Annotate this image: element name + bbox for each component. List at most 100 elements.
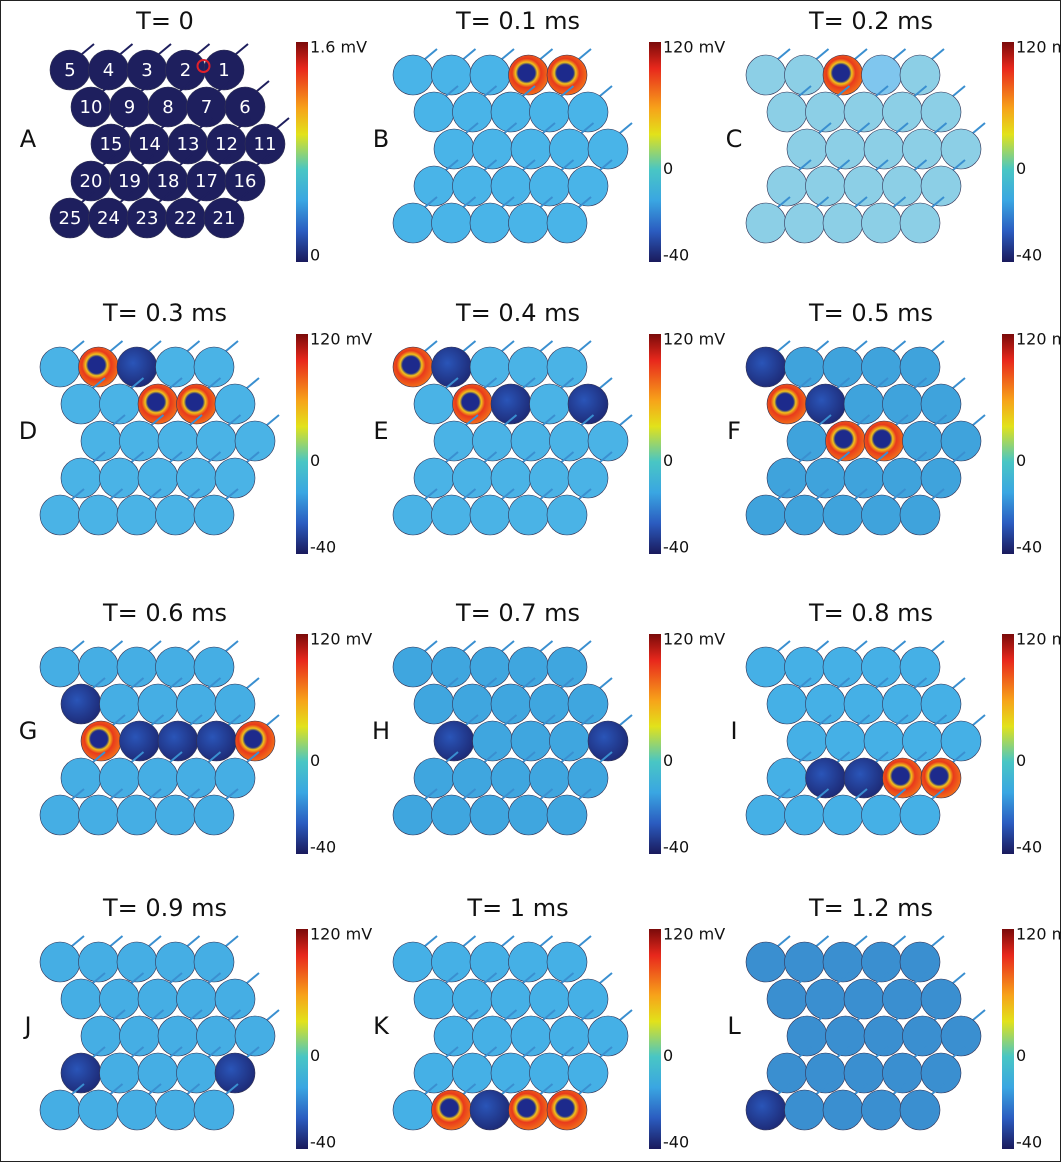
cell-connector <box>855 341 867 351</box>
colorbar <box>296 634 308 854</box>
cell <box>509 795 549 835</box>
cell-connector <box>149 641 161 651</box>
cell-number: 22 <box>174 208 197 229</box>
colorbar <box>1002 42 1014 262</box>
cell <box>921 979 961 1019</box>
colorbar <box>649 634 661 854</box>
cell <box>785 647 825 687</box>
cell-connector <box>226 936 238 946</box>
cell <box>547 795 587 835</box>
colorbar-mid-label: 0 <box>1016 159 1026 178</box>
panel-letter: D <box>19 417 37 445</box>
panel-title: T= 1 ms <box>466 894 568 922</box>
cell-connector <box>817 341 829 351</box>
cell-number: 11 <box>254 134 277 155</box>
cell-connector <box>198 44 210 54</box>
cell <box>194 347 234 387</box>
cell-number: 5 <box>64 60 75 81</box>
cell <box>470 795 510 835</box>
cell <box>900 347 940 387</box>
colorbar-bottom-label: -40 <box>663 538 689 557</box>
panel-letter: K <box>373 1012 390 1040</box>
cell <box>921 92 961 132</box>
colorbar-top-label: 120 mV <box>1016 925 1061 944</box>
cell <box>823 1090 863 1130</box>
cell <box>900 1090 940 1130</box>
cell <box>40 495 80 535</box>
cell-connector <box>817 641 829 651</box>
cell <box>547 1090 587 1130</box>
cell-connector <box>620 415 632 425</box>
cell-connector <box>894 49 906 59</box>
cell <box>432 55 472 95</box>
cell-connector <box>579 936 591 946</box>
cell-connector <box>817 936 829 946</box>
cell <box>509 203 549 243</box>
cell <box>393 647 433 687</box>
cell <box>79 647 119 687</box>
cell <box>470 55 510 95</box>
cell <box>568 979 608 1019</box>
cell <box>470 347 510 387</box>
cell <box>393 1090 433 1130</box>
cell-connector <box>247 378 259 388</box>
figure: T= 0A54321109876151413121120191817162524… <box>0 0 1061 1162</box>
cell <box>746 1090 786 1130</box>
colorbar <box>296 42 308 262</box>
cell <box>414 384 454 424</box>
cell <box>767 92 807 132</box>
colorbar-bottom-label: 0 <box>310 246 320 265</box>
cell-number: 9 <box>124 97 135 118</box>
cell-connector <box>111 641 123 651</box>
cell <box>568 684 608 724</box>
cell-number: 7 <box>201 97 212 118</box>
cell-connector <box>267 715 279 725</box>
cell-connector <box>425 341 437 351</box>
cell-connector <box>111 936 123 946</box>
panel-letter: J <box>22 1012 31 1040</box>
cell <box>530 384 570 424</box>
cell-connector <box>149 936 161 946</box>
panel-title: T= 0.3 ms <box>102 299 227 327</box>
cell-connector <box>620 715 632 725</box>
cell-connector <box>541 49 553 59</box>
cell-number: 6 <box>239 97 250 118</box>
cell <box>177 384 217 424</box>
cell-connector <box>778 641 790 651</box>
colorbar-top-label: 120 mV <box>310 330 372 349</box>
cell-number: 4 <box>103 60 114 81</box>
colorbar-mid-label: 0 <box>1016 1046 1026 1065</box>
cell-connector <box>502 49 514 59</box>
cell <box>491 92 531 132</box>
panel-letter: H <box>372 717 390 745</box>
cell <box>61 384 101 424</box>
cell <box>156 942 196 982</box>
cell <box>40 347 80 387</box>
panel-title: T= 0.9 ms <box>102 894 227 922</box>
cell <box>117 1090 157 1130</box>
cell <box>432 495 472 535</box>
colorbar-mid-label: 0 <box>310 751 320 770</box>
colorbar-top-label: 120 mV <box>663 38 725 57</box>
cell <box>156 647 196 687</box>
cell-connector <box>894 341 906 351</box>
cell-connector <box>932 49 944 59</box>
cell <box>177 684 217 724</box>
colorbar-bottom-label: -40 <box>1016 246 1042 265</box>
cell-number: 18 <box>157 171 180 192</box>
cell <box>194 647 234 687</box>
cell <box>823 647 863 687</box>
cell-connector <box>894 936 906 946</box>
cell <box>844 92 884 132</box>
cell-number: 24 <box>97 208 120 229</box>
cell-number: 12 <box>215 134 238 155</box>
cell <box>900 942 940 982</box>
colorbar-top-label: 120 mV <box>310 630 372 649</box>
cell <box>100 684 140 724</box>
colorbar <box>649 929 661 1149</box>
cell <box>900 495 940 535</box>
cell <box>194 1090 234 1130</box>
cell <box>194 942 234 982</box>
colorbar-mid-label: 0 <box>1016 751 1026 770</box>
cell-number: 8 <box>162 97 173 118</box>
